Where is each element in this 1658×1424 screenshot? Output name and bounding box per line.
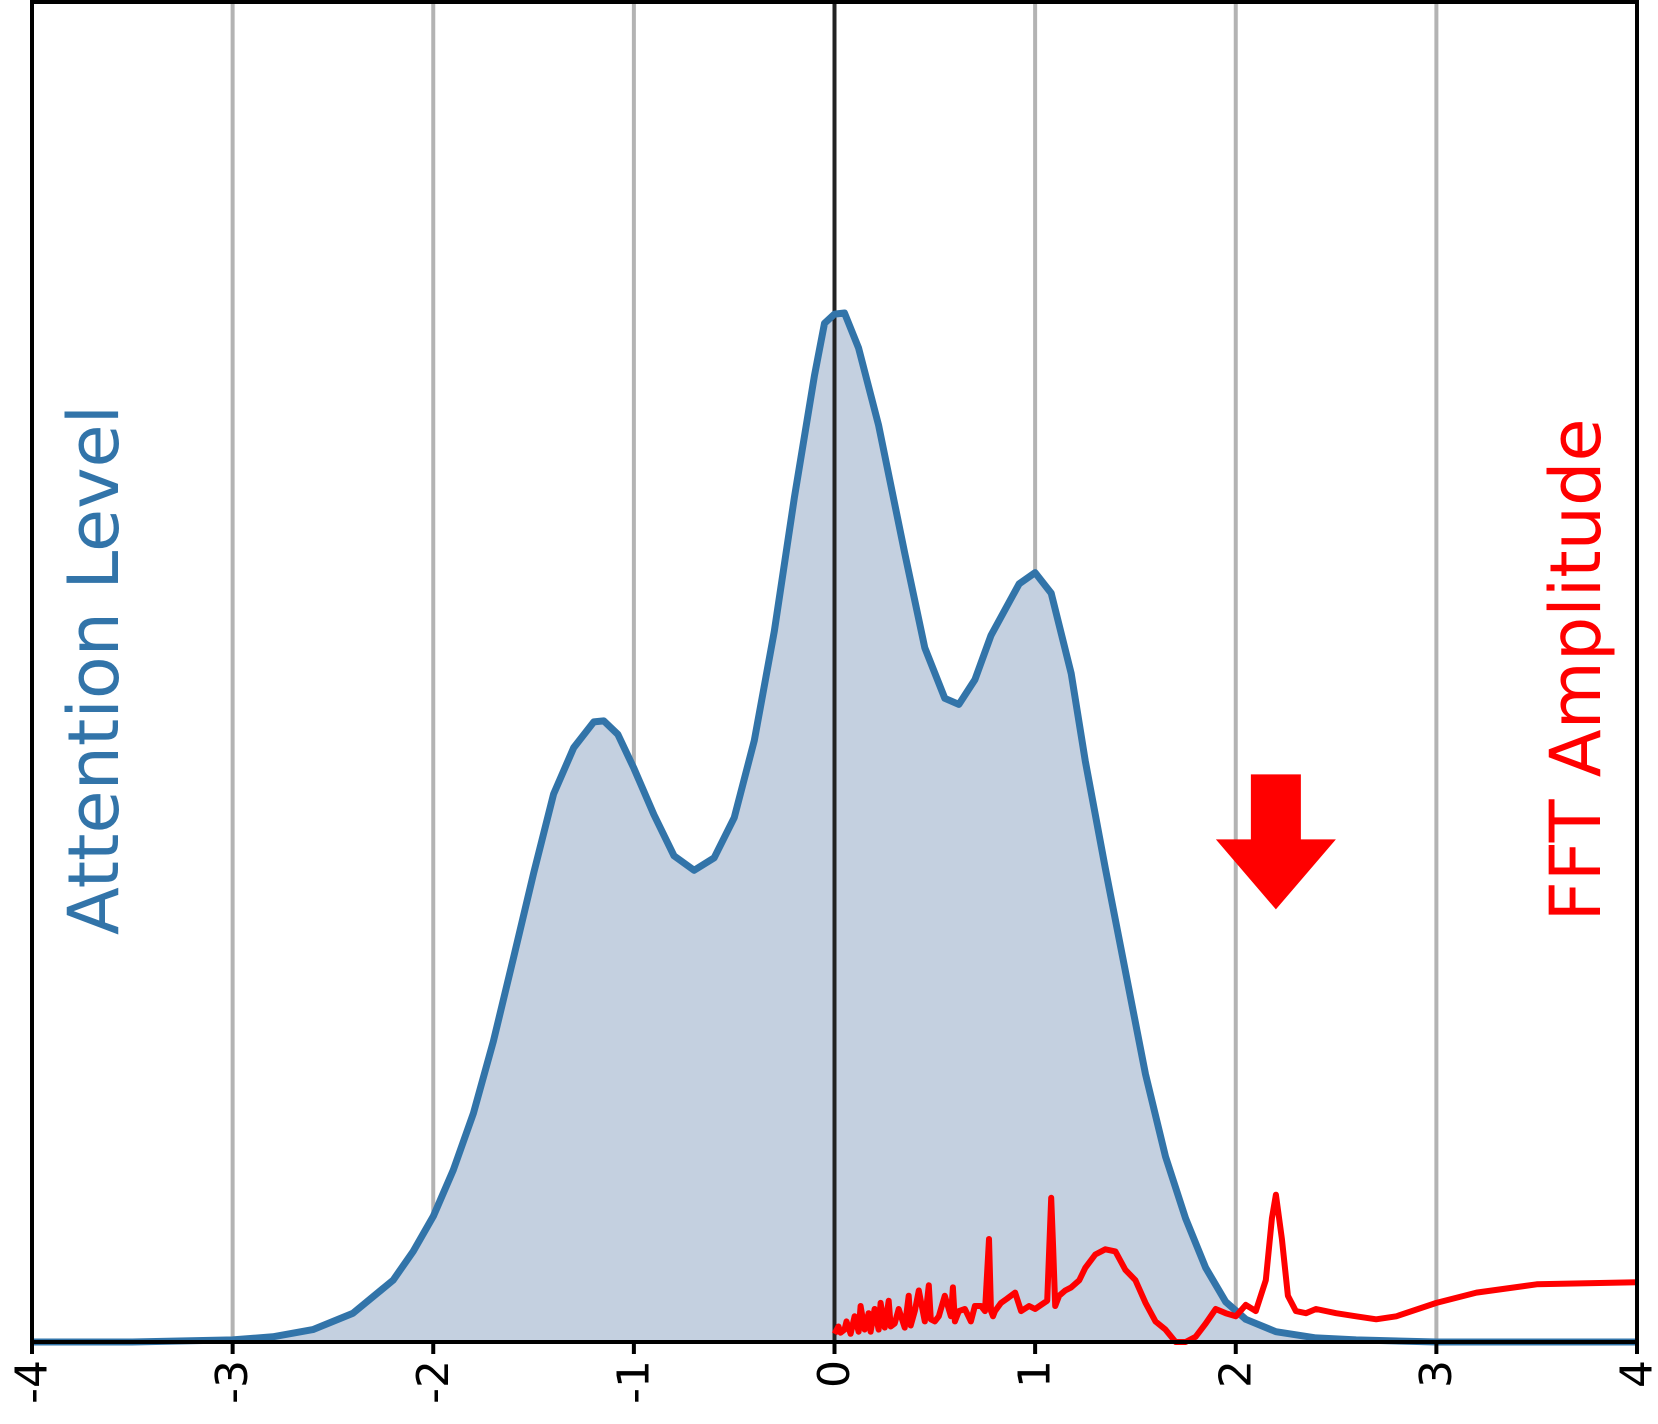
fft-amplitude-series-line [831,1191,1638,1345]
x-axis-ticks: -4 -3 -2 -1 0 1 2 3 4 [7,1342,1658,1404]
x-tick-label: 2 [1210,1360,1261,1388]
x-tick-label: 4 [1612,1360,1658,1388]
x-tick-label: -2 [408,1360,459,1404]
x-tick-label: -4 [7,1360,58,1404]
x-tick-label: 1 [1010,1360,1061,1388]
x-tick-label: 0 [809,1360,860,1388]
x-tick-label: -1 [608,1360,659,1404]
x-tick-label: -3 [207,1360,258,1404]
x-tick-label: 3 [1411,1360,1462,1388]
grid-lines [230,2,1439,1342]
attention-level-series-line [32,309,1637,1346]
y-axis-label-attention: Attention Level [53,405,135,935]
down-arrow-annotation [1215,774,1336,910]
y-axis-label-fft: FFT Amplitude [1535,418,1617,921]
